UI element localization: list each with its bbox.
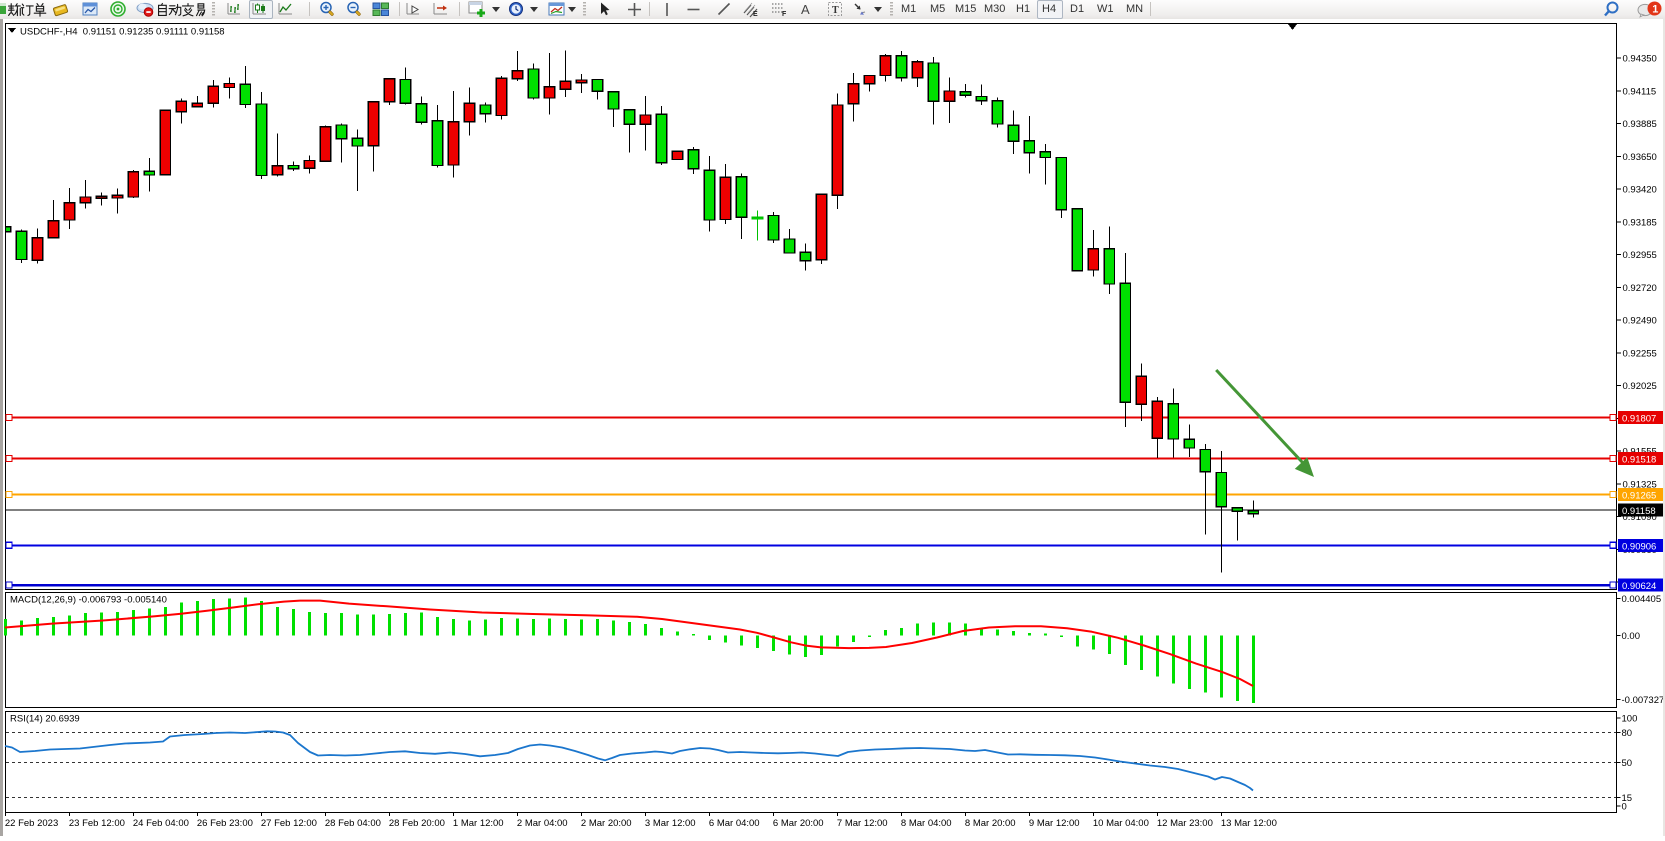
svg-text:0.93885: 0.93885 bbox=[1623, 119, 1657, 130]
svg-text:0.004405: 0.004405 bbox=[1622, 594, 1662, 605]
svg-text:12 Mar 23:00: 12 Mar 23:00 bbox=[1157, 818, 1213, 829]
svg-text:8 Mar 20:00: 8 Mar 20:00 bbox=[965, 818, 1016, 829]
svg-text:24 Feb 04:00: 24 Feb 04:00 bbox=[133, 818, 189, 829]
svg-text:0.91325: 0.91325 bbox=[1623, 479, 1657, 490]
svg-text:22 Feb 2023: 22 Feb 2023 bbox=[5, 818, 58, 829]
svg-text:2 Mar 20:00: 2 Mar 20:00 bbox=[581, 818, 632, 829]
svg-text:T: T bbox=[832, 5, 839, 16]
svg-text:0.92490: 0.92490 bbox=[1623, 316, 1657, 327]
svg-text:2 Mar 04:00: 2 Mar 04:00 bbox=[517, 818, 568, 829]
svg-text:13 Mar 12:00: 13 Mar 12:00 bbox=[1221, 818, 1277, 829]
svg-text:0.93185: 0.93185 bbox=[1623, 217, 1657, 228]
svg-text:10 Mar 04:00: 10 Mar 04:00 bbox=[1093, 818, 1149, 829]
svg-text:80: 80 bbox=[1622, 728, 1633, 739]
svg-text:0.92955: 0.92955 bbox=[1623, 250, 1657, 261]
svg-text:0.94115: 0.94115 bbox=[1623, 86, 1657, 97]
svg-text:0.93650: 0.93650 bbox=[1623, 152, 1657, 163]
svg-text:50: 50 bbox=[1622, 758, 1633, 769]
svg-text:RSI(14) 20.6939: RSI(14) 20.6939 bbox=[10, 714, 80, 725]
svg-text:F: F bbox=[782, 11, 787, 18]
svg-text:0.93420: 0.93420 bbox=[1623, 185, 1657, 196]
svg-text:0.91555: 0.91555 bbox=[1623, 447, 1657, 458]
svg-text:0.90906: 0.90906 bbox=[1622, 541, 1656, 552]
svg-text:0: 0 bbox=[1622, 801, 1627, 812]
svg-text:0.94350: 0.94350 bbox=[1623, 54, 1657, 65]
svg-text:0.91158: 0.91158 bbox=[1622, 506, 1656, 517]
svg-text:0.92255: 0.92255 bbox=[1623, 348, 1657, 359]
svg-text:28 Feb 04:00: 28 Feb 04:00 bbox=[325, 818, 381, 829]
svg-text:15: 15 bbox=[1622, 793, 1633, 804]
svg-text:USDCHF-,H4 0.91151 0.91235 0.: USDCHF-,H4 0.91151 0.91235 0.91111 0.911… bbox=[20, 27, 225, 38]
svg-text:0.91807: 0.91807 bbox=[1622, 414, 1656, 425]
svg-text:0.91518: 0.91518 bbox=[1622, 455, 1656, 466]
svg-text:28 Feb 20:00: 28 Feb 20:00 bbox=[389, 818, 445, 829]
svg-text:1 Mar 12:00: 1 Mar 12:00 bbox=[453, 818, 504, 829]
svg-text:-0.007327: -0.007327 bbox=[1622, 695, 1665, 706]
svg-text:0.90624: 0.90624 bbox=[1622, 581, 1656, 592]
svg-text:0.91265: 0.91265 bbox=[1622, 491, 1656, 502]
svg-text:8 Mar 04:00: 8 Mar 04:00 bbox=[901, 818, 952, 829]
svg-text:27 Feb 12:00: 27 Feb 12:00 bbox=[261, 818, 317, 829]
svg-text:E: E bbox=[753, 11, 758, 18]
svg-text:7 Mar 12:00: 7 Mar 12:00 bbox=[837, 818, 888, 829]
svg-text:1: 1 bbox=[1652, 4, 1658, 16]
svg-text:MACD(12,26,9) -0.006793 -0.005: MACD(12,26,9) -0.006793 -0.005140 bbox=[10, 595, 167, 606]
svg-text:6 Mar 04:00: 6 Mar 04:00 bbox=[709, 818, 760, 829]
svg-text:0.00: 0.00 bbox=[1622, 631, 1641, 642]
svg-text:23 Feb 12:00: 23 Feb 12:00 bbox=[69, 818, 125, 829]
svg-text:9 Mar 12:00: 9 Mar 12:00 bbox=[1029, 818, 1080, 829]
svg-text:6 Mar 20:00: 6 Mar 20:00 bbox=[773, 818, 824, 829]
svg-text:26 Feb 23:00: 26 Feb 23:00 bbox=[197, 818, 253, 829]
svg-text:3 Mar 12:00: 3 Mar 12:00 bbox=[645, 818, 696, 829]
svg-text:0.92025: 0.92025 bbox=[1623, 381, 1657, 392]
svg-text:0.92720: 0.92720 bbox=[1623, 283, 1657, 294]
svg-text:0.91090: 0.91090 bbox=[1623, 512, 1657, 523]
svg-text:100: 100 bbox=[1622, 713, 1638, 724]
